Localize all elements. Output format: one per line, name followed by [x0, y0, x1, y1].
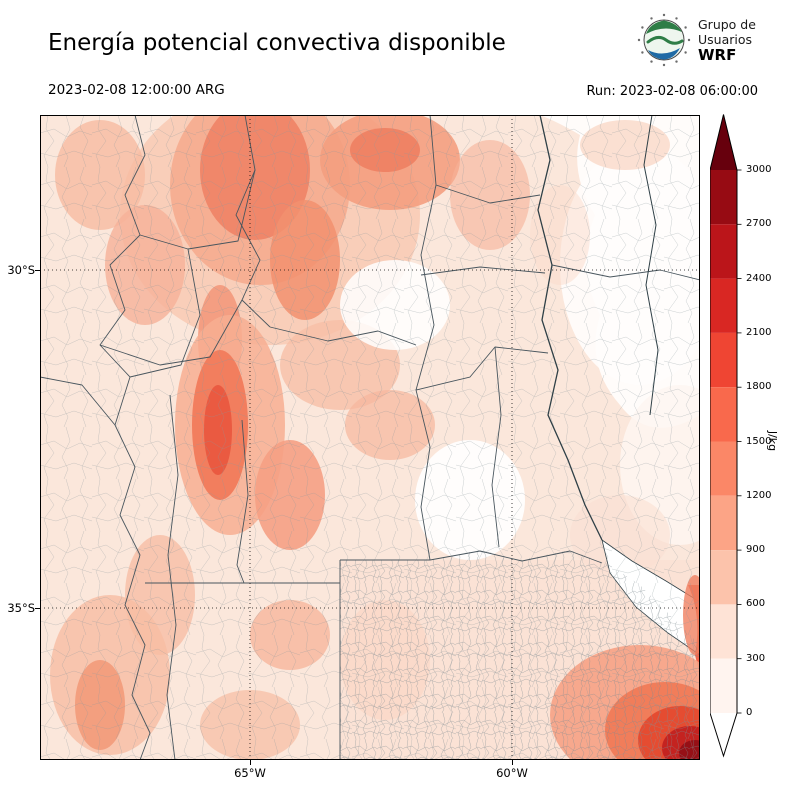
valid-time-label: 2023-02-08 12:00:00 ARG — [48, 82, 225, 98]
colorbar-tick-label: 900 — [746, 544, 766, 555]
lon-tickmark-60w — [512, 760, 513, 765]
cape-map — [40, 115, 700, 760]
lat-tickmark-35s — [35, 608, 40, 609]
colorbar-tickmarks — [737, 169, 742, 714]
colorbar-segment — [710, 224, 737, 279]
run-time-label: Run: 2023-02-08 06:00:00 — [586, 84, 758, 99]
colorbar-segment — [710, 550, 737, 605]
colorbar-segment — [710, 278, 737, 333]
lat-tick-label-30s: 30°S — [7, 263, 35, 277]
colorbar-tick-label: 1500 — [746, 436, 772, 447]
colorbar-segment — [710, 441, 737, 496]
colorbar-tick-label: 1200 — [746, 490, 772, 501]
lat-tickmark-30s — [35, 270, 40, 271]
colorbar-tick-label: 3000 — [746, 164, 772, 175]
logo-line-2: Usuarios — [698, 31, 753, 47]
wrf-logo: Grupo de Usuarios WRF — [636, 12, 756, 68]
colorbar-over-arrow — [710, 114, 737, 170]
lon-tick-label-65w: 65°W — [234, 766, 266, 780]
colorbar-segment — [710, 604, 737, 659]
colorbar-tick-label: 2100 — [746, 327, 772, 338]
page-title: Energía potencial convectiva disponible — [48, 30, 506, 56]
lat-tick-label-35s: 35°S — [7, 601, 35, 615]
cape-field-map — [40, 115, 700, 760]
lon-tickmark-65w — [250, 760, 251, 765]
colorbar-tick-label: 300 — [746, 653, 766, 664]
logo-line-1: Grupo de — [698, 16, 756, 32]
colorbar-segment — [710, 170, 737, 225]
wrf-logo-globe-icon — [637, 13, 691, 67]
colorbar-tick-label: 600 — [746, 598, 766, 609]
colorbar-segment — [710, 495, 737, 551]
colorbar-tick-label: 1800 — [746, 381, 772, 392]
colorbar-segment — [710, 332, 737, 388]
colorbar-segment — [710, 387, 737, 442]
logo-line-3: WRF — [698, 45, 737, 64]
colorbar-unit-label: J/kg — [766, 430, 779, 452]
colorbar-tick-label: 0 — [746, 707, 753, 718]
colorbar-under-arrow — [710, 713, 737, 756]
colorbar-tick-label: 2700 — [746, 218, 772, 229]
lon-tick-label-60w: 60°W — [496, 766, 528, 780]
colorbar-segment — [710, 658, 737, 713]
colorbar-tick-label: 2400 — [746, 273, 772, 284]
cape-colorbar — [710, 114, 742, 758]
